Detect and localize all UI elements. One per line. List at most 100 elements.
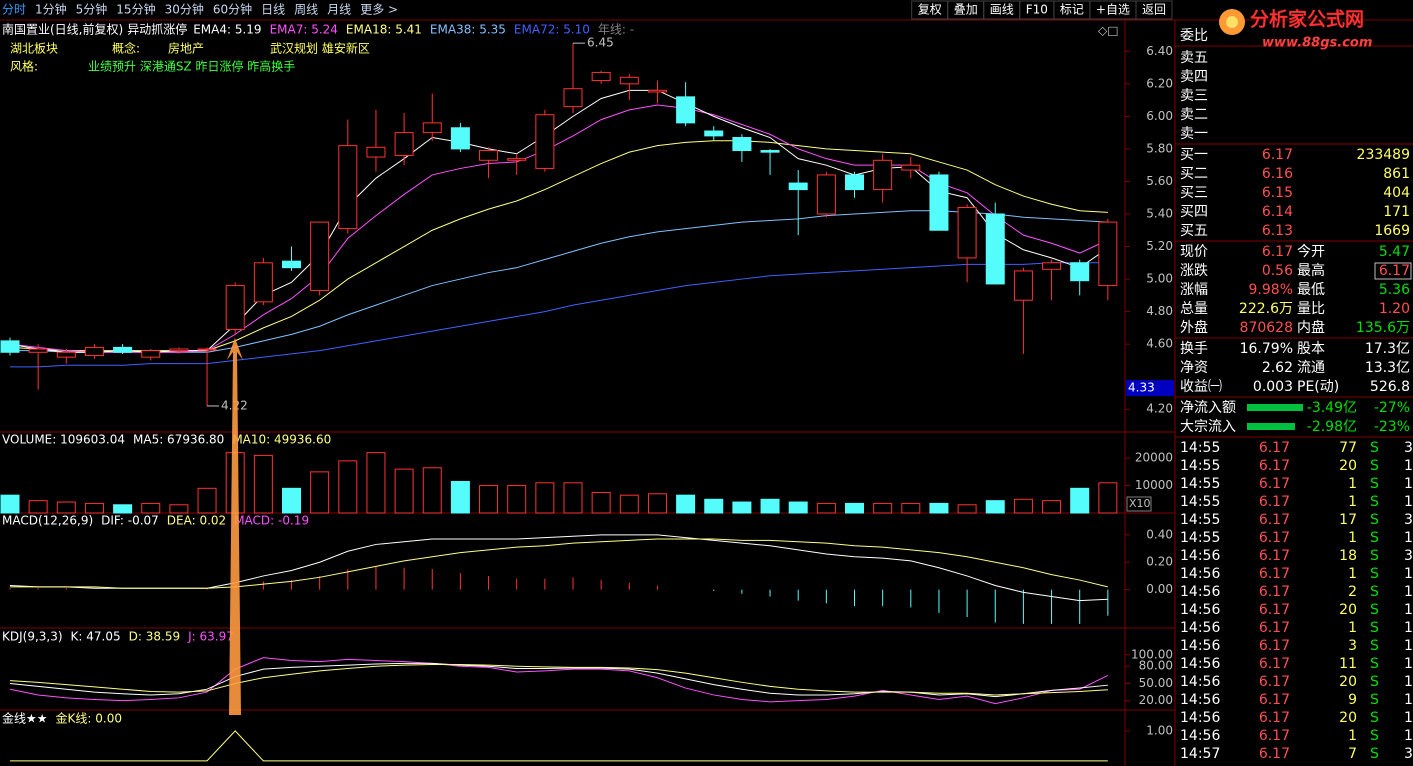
candle-body [985, 213, 1005, 285]
toolbar-tab[interactable]: 60分钟 [213, 2, 252, 17]
candle-body [422, 122, 442, 134]
candle-body [197, 348, 217, 351]
flow-amount: -3.49亿 [1307, 400, 1357, 416]
toolbar-button[interactable]: 返回 [1142, 3, 1166, 17]
volume-bar [394, 468, 414, 514]
trade-volume: 77 [1339, 440, 1357, 456]
volume-bar [507, 485, 527, 514]
candle-body [535, 114, 555, 169]
trade-side: S [1370, 638, 1379, 654]
toolbar-tab[interactable]: 分时 [2, 3, 26, 17]
logo: 分析家公式网 www.88gs.com [1219, 8, 1372, 51]
stat-label: 流通 [1297, 360, 1325, 376]
trade-price: 6.17 [1259, 728, 1290, 744]
candle-body [479, 150, 499, 161]
trade-price: 6.17 [1259, 620, 1290, 636]
trade-volume: 1 [1348, 494, 1357, 510]
candle-body [282, 260, 301, 269]
info-label: 风格: [10, 59, 38, 74]
highlight-box [1374, 262, 1412, 280]
toolbar-button[interactable]: +自选 [1096, 3, 1130, 17]
bid-price: 6.15 [1262, 185, 1293, 201]
flow-amount: -2.98亿 [1307, 419, 1357, 435]
candle-body [253, 262, 273, 303]
trade-price: 6.17 [1259, 494, 1290, 510]
toolbar-tab[interactable]: 15分钟 [116, 2, 155, 17]
trade-price: 6.17 [1259, 530, 1290, 546]
trade-time: 14:55 [1180, 440, 1220, 456]
ask-label: 卖三 [1180, 88, 1208, 104]
volume-bar [338, 460, 358, 514]
stat-label: 股本 [1297, 341, 1325, 357]
last-box [1126, 380, 1174, 397]
toolbar-tab[interactable]: 周线 [294, 3, 318, 17]
stat-label: 外盘 [1180, 319, 1208, 336]
trade-time: 14:56 [1180, 602, 1220, 618]
candle-body [732, 137, 752, 152]
trade-count: 1 [1404, 584, 1413, 600]
toolbar-tab[interactable]: 1分钟 [35, 2, 67, 17]
trade-count: 1 [1404, 602, 1413, 618]
trade-side: S [1370, 674, 1379, 690]
stat-label: 涨幅 [1180, 282, 1208, 298]
candle-body [1098, 221, 1118, 287]
menu-icon: ◇□ [1098, 24, 1119, 38]
volume-bar [760, 498, 780, 514]
toolbar-tab[interactable]: 月线 [327, 3, 351, 17]
candle-body [619, 76, 639, 85]
trade-side: S [1370, 584, 1379, 600]
toolbar-tab[interactable]: 5分钟 [76, 2, 108, 17]
candle-body [28, 348, 48, 353]
volume-bar [422, 467, 442, 514]
y-tick-label: 1.00 [1146, 723, 1173, 737]
stat-value: 222.6万 [1239, 301, 1293, 317]
indicator-legend: EMA72: 5.10 [514, 23, 590, 37]
stat-value: 1.20 [1379, 301, 1410, 317]
flow-bar [1247, 423, 1295, 430]
trade-price: 6.17 [1259, 638, 1290, 654]
toolbar-tab[interactable]: 30分钟 [165, 2, 204, 17]
indicator-legend: K: 47.05 [71, 630, 121, 644]
candle-body [676, 96, 696, 124]
y-tick-label: 5.00 [1146, 272, 1173, 286]
logo-icon [1226, 16, 1238, 28]
trade-time: 14:55 [1180, 530, 1220, 546]
candle-body [788, 182, 808, 191]
volume-bar [845, 502, 864, 514]
stat-value: 5.47 [1379, 244, 1410, 260]
volume-bar [957, 504, 977, 514]
trade-count: 3 [1404, 512, 1413, 528]
trade-side: S [1370, 494, 1379, 510]
ask-label: 卖五 [1180, 50, 1208, 66]
volume-bar [84, 502, 104, 514]
candle-body [563, 88, 583, 108]
toolbar-button[interactable]: F10 [1026, 3, 1048, 17]
bid-volume: 404 [1383, 185, 1410, 201]
y-tick-label: 10000 [1135, 478, 1173, 492]
trade-volume: 3 [1348, 638, 1357, 654]
trade-volume: 20 [1339, 602, 1357, 618]
toolbar-button[interactable]: 复权 [918, 3, 942, 17]
candle-body [84, 346, 104, 357]
y-tick-label: 5.60 [1146, 174, 1173, 188]
trade-count: 1 [1404, 638, 1413, 654]
toolbar-button[interactable]: 画线 [990, 3, 1014, 17]
trade-volume: 2 [1348, 584, 1357, 600]
bid-price: 6.16 [1262, 166, 1293, 182]
high-label: 6.45 [587, 36, 614, 50]
unit-box [1126, 496, 1152, 512]
toolbar-tab[interactable]: 日线 [261, 3, 285, 17]
stat-label: 量比 [1297, 301, 1325, 317]
toolbar-button[interactable]: 标记 [1060, 3, 1084, 17]
ask-label: 卖四 [1180, 69, 1208, 85]
trade-side: S [1370, 530, 1379, 546]
trade-time: 14:56 [1180, 728, 1220, 744]
candle-body [507, 158, 527, 161]
trade-count: 1 [1404, 458, 1413, 474]
toolbar-tab[interactable]: 更多 > [360, 3, 398, 17]
candle-body [901, 164, 921, 171]
indicator-line [10, 262, 1108, 368]
toolbar-button[interactable]: 叠加 [954, 3, 978, 17]
trade-time: 14:56 [1180, 548, 1220, 564]
